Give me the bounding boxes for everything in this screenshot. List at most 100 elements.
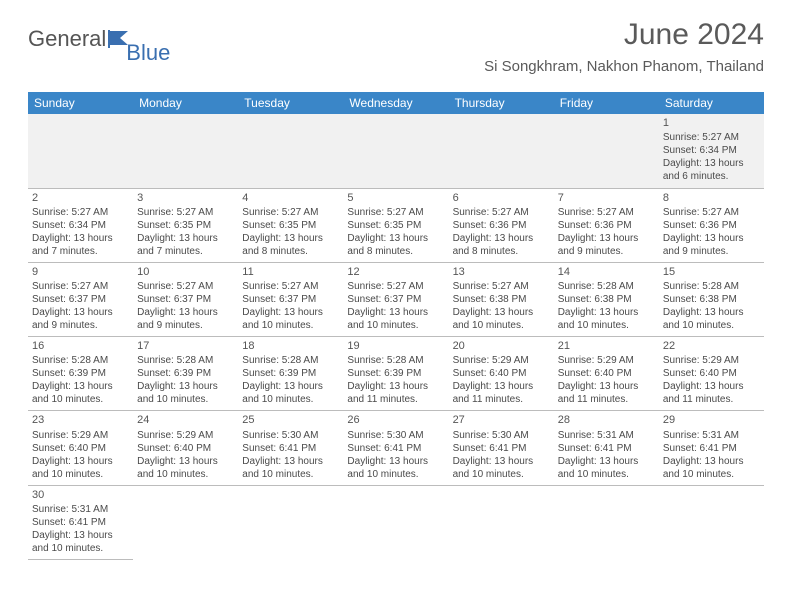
sunset-line: Sunset: 6:40 PM: [558, 367, 655, 380]
sunrise-line: Sunrise: 5:30 AM: [242, 429, 339, 442]
day-number: 9: [32, 265, 129, 279]
header: General Blue June 2024 Si Songkhram, Nak…: [28, 18, 764, 88]
sunrise-line: Sunrise: 5:28 AM: [137, 354, 234, 367]
calendar-empty-cell: [554, 485, 659, 559]
daylight-line: Daylight: 13 hours and 11 minutes.: [347, 380, 444, 406]
day-number: 3: [137, 191, 234, 205]
title-block: June 2024 Si Songkhram, Nakhon Phanom, T…: [484, 18, 764, 75]
logo: General Blue: [28, 26, 176, 52]
daylight-line: Daylight: 13 hours and 10 minutes.: [663, 306, 760, 332]
daylight-line: Daylight: 13 hours and 10 minutes.: [242, 306, 339, 332]
daylight-line: Daylight: 13 hours and 8 minutes.: [347, 232, 444, 258]
day-number: 20: [453, 339, 550, 353]
daylight-line: Daylight: 13 hours and 11 minutes.: [453, 380, 550, 406]
calendar-day: 14Sunrise: 5:28 AMSunset: 6:38 PMDayligh…: [554, 262, 659, 336]
day-number: 19: [347, 339, 444, 353]
sunrise-line: Sunrise: 5:29 AM: [137, 429, 234, 442]
sunrise-line: Sunrise: 5:29 AM: [663, 354, 760, 367]
sunrise-line: Sunrise: 5:28 AM: [558, 280, 655, 293]
sunset-line: Sunset: 6:35 PM: [347, 219, 444, 232]
day-number: 1: [663, 116, 760, 130]
sunset-line: Sunset: 6:41 PM: [32, 516, 129, 529]
sunrise-line: Sunrise: 5:27 AM: [242, 206, 339, 219]
day-number: 7: [558, 191, 655, 205]
logo-text-general: General: [28, 26, 106, 52]
sunset-line: Sunset: 6:41 PM: [453, 442, 550, 455]
weekday-header: Monday: [133, 92, 238, 114]
daylight-line: Daylight: 13 hours and 7 minutes.: [32, 232, 129, 258]
sunrise-line: Sunrise: 5:27 AM: [453, 206, 550, 219]
day-number: 18: [242, 339, 339, 353]
daylight-line: Daylight: 13 hours and 9 minutes.: [137, 306, 234, 332]
calendar-day: 24Sunrise: 5:29 AMSunset: 6:40 PMDayligh…: [133, 411, 238, 485]
day-number: 28: [558, 413, 655, 427]
sunset-line: Sunset: 6:39 PM: [347, 367, 444, 380]
day-number: 4: [242, 191, 339, 205]
calendar-empty-cell: [28, 114, 133, 188]
sunset-line: Sunset: 6:35 PM: [242, 219, 339, 232]
calendar-day: 29Sunrise: 5:31 AMSunset: 6:41 PMDayligh…: [659, 411, 764, 485]
sunset-line: Sunset: 6:38 PM: [558, 293, 655, 306]
calendar-row: 2Sunrise: 5:27 AMSunset: 6:34 PMDaylight…: [28, 188, 764, 262]
sunset-line: Sunset: 6:40 PM: [137, 442, 234, 455]
sunset-line: Sunset: 6:34 PM: [663, 144, 760, 157]
sunrise-line: Sunrise: 5:31 AM: [663, 429, 760, 442]
daylight-line: Daylight: 13 hours and 6 minutes.: [663, 157, 760, 183]
day-number: 25: [242, 413, 339, 427]
sunrise-line: Sunrise: 5:28 AM: [242, 354, 339, 367]
calendar-day: 26Sunrise: 5:30 AMSunset: 6:41 PMDayligh…: [343, 411, 448, 485]
location-subtitle: Si Songkhram, Nakhon Phanom, Thailand: [484, 58, 764, 75]
day-number: 24: [137, 413, 234, 427]
calendar-row: 1Sunrise: 5:27 AMSunset: 6:34 PMDaylight…: [28, 114, 764, 188]
sunrise-line: Sunrise: 5:31 AM: [558, 429, 655, 442]
sunrise-line: Sunrise: 5:27 AM: [453, 280, 550, 293]
calendar-empty-cell: [343, 485, 448, 559]
calendar-day: 22Sunrise: 5:29 AMSunset: 6:40 PMDayligh…: [659, 337, 764, 411]
daylight-line: Daylight: 13 hours and 10 minutes.: [347, 306, 444, 332]
sunrise-line: Sunrise: 5:29 AM: [32, 429, 129, 442]
day-number: 15: [663, 265, 760, 279]
daylight-line: Daylight: 13 hours and 7 minutes.: [137, 232, 234, 258]
sunset-line: Sunset: 6:36 PM: [453, 219, 550, 232]
calendar-table: SundayMondayTuesdayWednesdayThursdayFrid…: [28, 92, 764, 560]
page-title: June 2024: [484, 18, 764, 52]
daylight-line: Daylight: 13 hours and 9 minutes.: [663, 232, 760, 258]
calendar-day: 8Sunrise: 5:27 AMSunset: 6:36 PMDaylight…: [659, 188, 764, 262]
calendar-body: 1Sunrise: 5:27 AMSunset: 6:34 PMDaylight…: [28, 114, 764, 559]
sunset-line: Sunset: 6:40 PM: [663, 367, 760, 380]
sunrise-line: Sunrise: 5:27 AM: [663, 131, 760, 144]
sunset-line: Sunset: 6:40 PM: [32, 442, 129, 455]
weekday-header: Wednesday: [343, 92, 448, 114]
calendar-day: 30Sunrise: 5:31 AMSunset: 6:41 PMDayligh…: [28, 485, 133, 559]
day-number: 26: [347, 413, 444, 427]
daylight-line: Daylight: 13 hours and 10 minutes.: [137, 380, 234, 406]
sunrise-line: Sunrise: 5:27 AM: [32, 280, 129, 293]
sunset-line: Sunset: 6:35 PM: [137, 219, 234, 232]
sunrise-line: Sunrise: 5:27 AM: [137, 280, 234, 293]
sunset-line: Sunset: 6:41 PM: [347, 442, 444, 455]
day-number: 16: [32, 339, 129, 353]
daylight-line: Daylight: 13 hours and 10 minutes.: [32, 455, 129, 481]
calendar-empty-cell: [238, 485, 343, 559]
daylight-line: Daylight: 13 hours and 9 minutes.: [558, 232, 655, 258]
sunset-line: Sunset: 6:39 PM: [32, 367, 129, 380]
day-number: 30: [32, 488, 129, 502]
calendar-empty-cell: [238, 114, 343, 188]
calendar-day: 23Sunrise: 5:29 AMSunset: 6:40 PMDayligh…: [28, 411, 133, 485]
day-number: 12: [347, 265, 444, 279]
calendar-day: 6Sunrise: 5:27 AMSunset: 6:36 PMDaylight…: [449, 188, 554, 262]
calendar-day: 21Sunrise: 5:29 AMSunset: 6:40 PMDayligh…: [554, 337, 659, 411]
daylight-line: Daylight: 13 hours and 10 minutes.: [663, 455, 760, 481]
daylight-line: Daylight: 13 hours and 9 minutes.: [32, 306, 129, 332]
day-number: 11: [242, 265, 339, 279]
sunrise-line: Sunrise: 5:27 AM: [242, 280, 339, 293]
sunrise-line: Sunrise: 5:28 AM: [663, 280, 760, 293]
day-number: 29: [663, 413, 760, 427]
sunrise-line: Sunrise: 5:30 AM: [453, 429, 550, 442]
sunrise-line: Sunrise: 5:27 AM: [347, 280, 444, 293]
calendar-empty-cell: [554, 114, 659, 188]
sunrise-line: Sunrise: 5:29 AM: [453, 354, 550, 367]
calendar-day: 1Sunrise: 5:27 AMSunset: 6:34 PMDaylight…: [659, 114, 764, 188]
sunset-line: Sunset: 6:37 PM: [242, 293, 339, 306]
calendar-day: 28Sunrise: 5:31 AMSunset: 6:41 PMDayligh…: [554, 411, 659, 485]
